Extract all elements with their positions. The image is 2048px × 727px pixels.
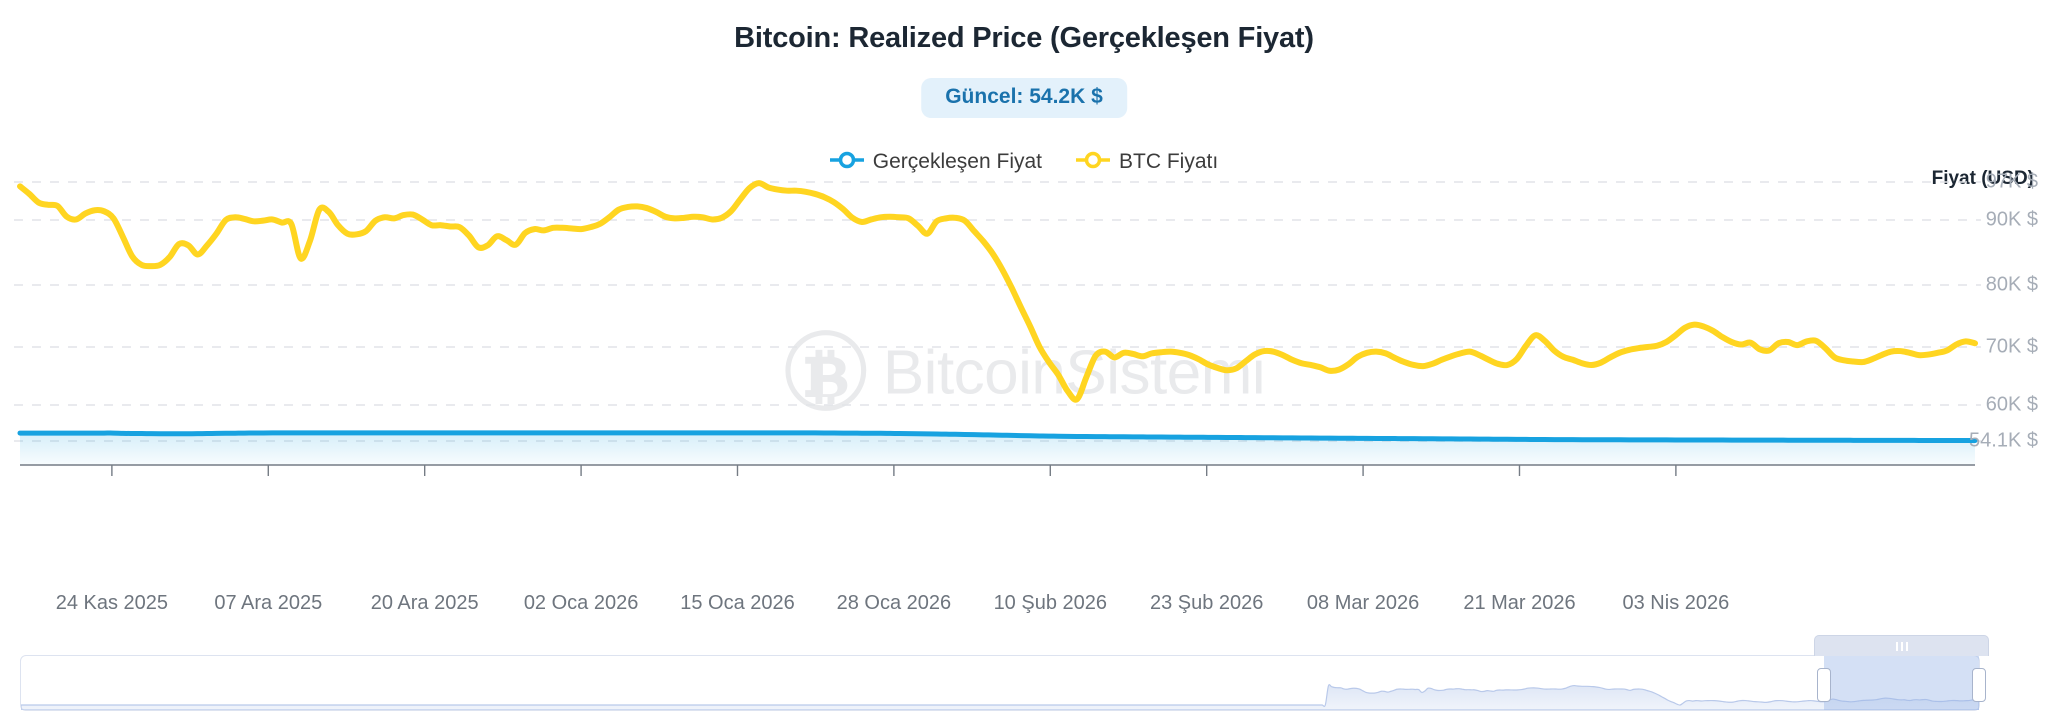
- x-tick-label: 21 Mar 2026: [1463, 592, 1576, 614]
- y-tick-label: 80K $: [1985, 273, 2038, 296]
- x-tick-label: 08 Mar 2026: [1306, 592, 1420, 614]
- legend-marker-icon: [1076, 151, 1111, 174]
- x-tick-label: 02 Oca 2026: [523, 592, 639, 614]
- y-tick-label: 70K $: [1985, 335, 2038, 358]
- x-tick-label: 28 Oca 2026: [836, 592, 952, 614]
- x-tick-label: 10 Şub 2026: [993, 592, 1107, 614]
- x-axis: [20, 464, 1975, 476]
- x-tick-label: 15 Oca 2026: [680, 592, 795, 614]
- page-title: Bitcoin: Realized Price (Gerçekleşen Fiy…: [734, 22, 1314, 54]
- chart-legend: Gerçekleşen Fiyat BTC Fiyatı: [0, 150, 2048, 174]
- navigator-series: [21, 684, 1979, 710]
- navigator-handle-left[interactable]: [1817, 668, 1832, 702]
- y-tick-label: 97K $: [1985, 170, 2038, 193]
- y-tick-label: 60K $: [1985, 393, 2038, 416]
- navigator-grip-handle[interactable]: [1814, 635, 1989, 656]
- legend-marker-icon: [829, 151, 864, 174]
- y-tick-label: 54.1K $: [1969, 429, 2038, 452]
- status-badge: Güncel: 54.2K $: [921, 78, 1127, 118]
- legend-label: Gerçekleşen Fiyat: [872, 150, 1043, 173]
- x-tick-label: 07 Ara 2025: [214, 592, 323, 614]
- y-axis-title: Fiyat (USD): [1931, 168, 2034, 189]
- y-tick-label: 90K $: [1985, 208, 2038, 231]
- x-tick-label: 23 Şub 2026: [1149, 592, 1264, 614]
- x-tick-label: 03 Nis 2026: [1622, 592, 1730, 614]
- gridlines: [14, 181, 1981, 442]
- legend-item-realized-price[interactable]: Gerçekleşen Fiyat: [829, 150, 1043, 174]
- realized-price-line: [17, 430, 1978, 444]
- navigator-selection[interactable]: [1824, 656, 1979, 710]
- grip-bar-icon: [1905, 641, 1908, 651]
- grip-bar-icon: [1895, 641, 1898, 651]
- range-navigator[interactable]: [20, 635, 1989, 711]
- navigator-area-path: [21, 684, 1979, 710]
- grip-bar-icon: [1900, 641, 1903, 651]
- legend-item-btc-price[interactable]: BTC Fiyatı: [1076, 150, 1218, 174]
- x-tick-label: 24 Kas 2025: [55, 592, 169, 614]
- btc-price-line: [17, 180, 1978, 403]
- x-tick-label: 20 Ara 2025: [370, 592, 479, 614]
- navigator-handle-right[interactable]: [1972, 668, 1986, 702]
- legend-label: BTC Fiyatı: [1119, 150, 1219, 173]
